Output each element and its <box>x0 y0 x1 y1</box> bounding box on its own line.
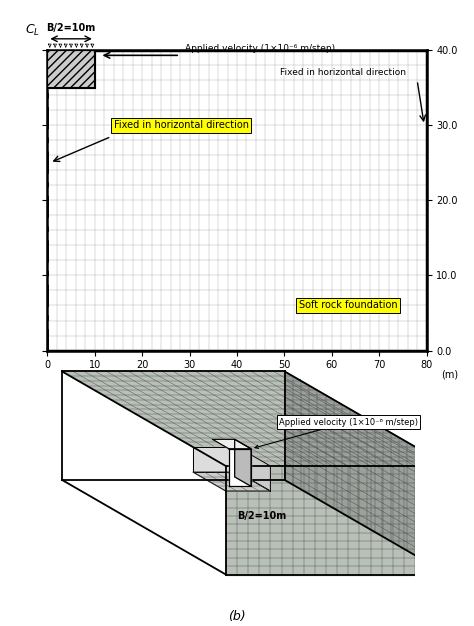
Polygon shape <box>193 447 237 472</box>
Text: Soft rock foundation: Soft rock foundation <box>299 300 397 310</box>
Polygon shape <box>235 439 251 486</box>
Text: (a): (a) <box>228 407 246 420</box>
Polygon shape <box>226 466 448 575</box>
Polygon shape <box>212 439 251 449</box>
Text: Applied velocity (1×10⁻⁶ m/step): Applied velocity (1×10⁻⁶ m/step) <box>255 418 418 448</box>
Text: Fixed in horizontal direction: Fixed in horizontal direction <box>114 120 249 130</box>
Text: Fixed in horizontal direction: Fixed in horizontal direction <box>280 68 406 77</box>
Polygon shape <box>237 447 270 491</box>
Polygon shape <box>284 371 448 575</box>
Text: (m): (m) <box>441 369 458 379</box>
Polygon shape <box>193 447 270 466</box>
Text: $C_L$: $C_L$ <box>25 23 40 38</box>
Text: Fixed in both directions: Fixed in both directions <box>172 377 302 387</box>
Polygon shape <box>193 472 270 491</box>
Text: (b): (b) <box>228 610 246 623</box>
Text: B/2=10m: B/2=10m <box>237 511 286 521</box>
Bar <box>47 50 95 88</box>
Text: B/2=10m: B/2=10m <box>46 23 96 33</box>
Polygon shape <box>229 449 251 486</box>
Polygon shape <box>226 466 270 491</box>
Polygon shape <box>62 371 448 466</box>
Text: Applied velocity (1×10⁻⁶ m/step): Applied velocity (1×10⁻⁶ m/step) <box>185 44 335 53</box>
